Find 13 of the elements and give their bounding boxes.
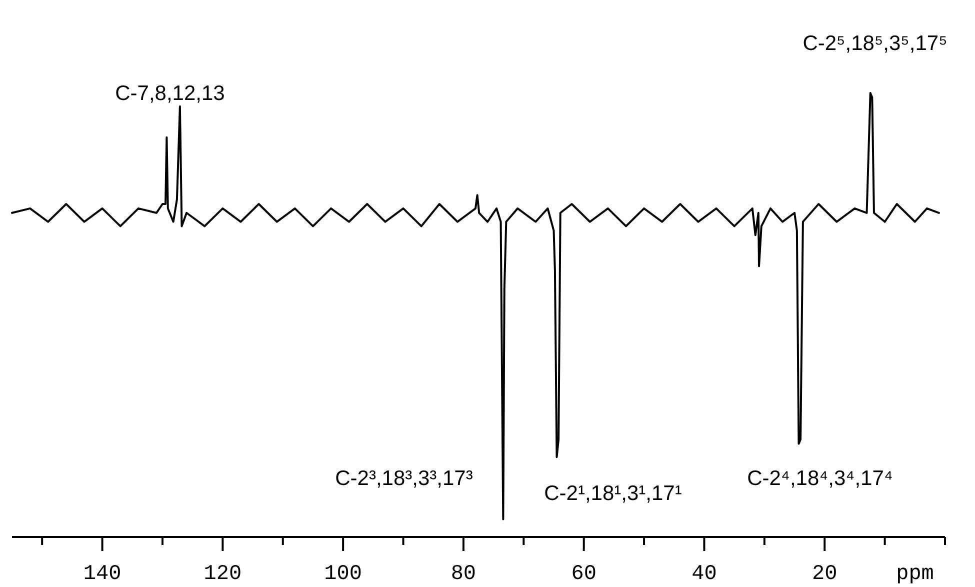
- x-tick-label: 40: [692, 563, 717, 586]
- x-tick-label: 100: [324, 563, 362, 586]
- x-tick-label: 20: [812, 563, 838, 586]
- x-tick-label: 80: [450, 563, 476, 586]
- x-tick-label: 60: [571, 563, 596, 586]
- x-tick-label: 140: [83, 563, 122, 586]
- x-axis-title: ppm: [896, 563, 934, 586]
- annotation: C-2¹,18¹,3¹,17¹: [544, 482, 682, 505]
- text: C-2⁵,18⁵,3⁵,17⁵: [802, 32, 948, 55]
- annotation: C-2³,18³,3³,17³: [335, 467, 473, 490]
- annotation: C-2⁴,18⁴,3⁴,17⁴: [747, 467, 893, 490]
- annotation: C-7,8,12,13: [115, 82, 225, 105]
- x-tick-label: 120: [204, 563, 242, 586]
